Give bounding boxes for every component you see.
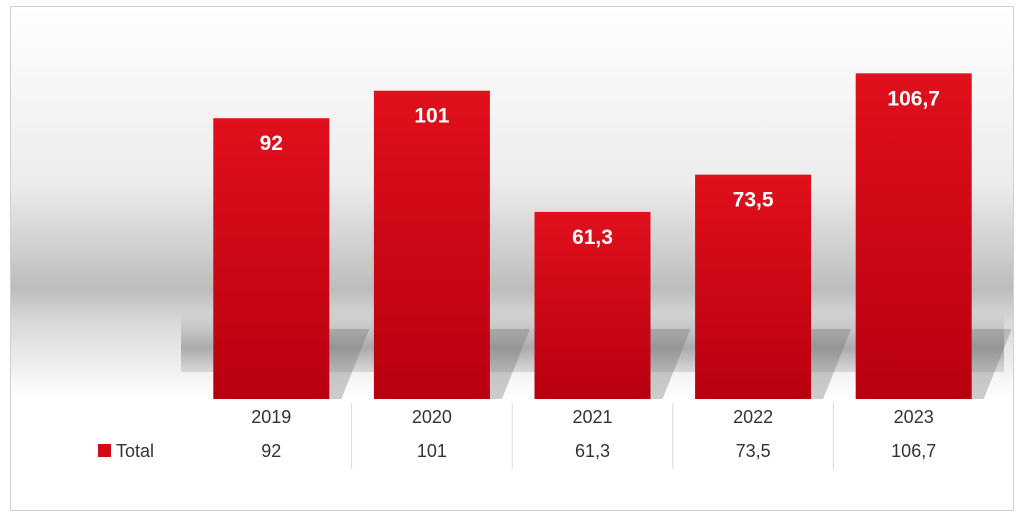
x-tick-label: 2023 bbox=[894, 407, 934, 427]
legend-swatch bbox=[98, 444, 111, 457]
table-value-2019: 92 bbox=[261, 441, 281, 461]
bar-2020 bbox=[373, 90, 490, 399]
data-label-2022: 73,5 bbox=[733, 189, 774, 212]
bar-2019 bbox=[213, 118, 330, 399]
x-tick-label: 2020 bbox=[412, 407, 452, 427]
data-label-2023: 106,7 bbox=[887, 87, 940, 110]
data-label-2021: 61,3 bbox=[572, 226, 613, 249]
legend-series-label: Total bbox=[116, 441, 154, 461]
data-label-2019: 92 bbox=[260, 132, 283, 155]
bar-2022 bbox=[695, 174, 812, 399]
bar-2023 bbox=[855, 73, 972, 400]
x-tick-label: 2019 bbox=[251, 407, 291, 427]
table-value-2021: 61,3 bbox=[575, 441, 610, 461]
table-value-2020: 101 bbox=[417, 441, 447, 461]
data-label-2020: 101 bbox=[414, 105, 449, 128]
x-tick-label: 2021 bbox=[572, 407, 612, 427]
table-value-2022: 73,5 bbox=[736, 441, 771, 461]
x-tick-label: 2022 bbox=[733, 407, 773, 427]
chart-frame: 92 101 61,3 73,5 106,7 2019 2020 2021 2022 2023 … bbox=[10, 6, 1014, 511]
table-value-2023: 106,7 bbox=[891, 441, 936, 461]
bar-2021 bbox=[534, 211, 651, 399]
